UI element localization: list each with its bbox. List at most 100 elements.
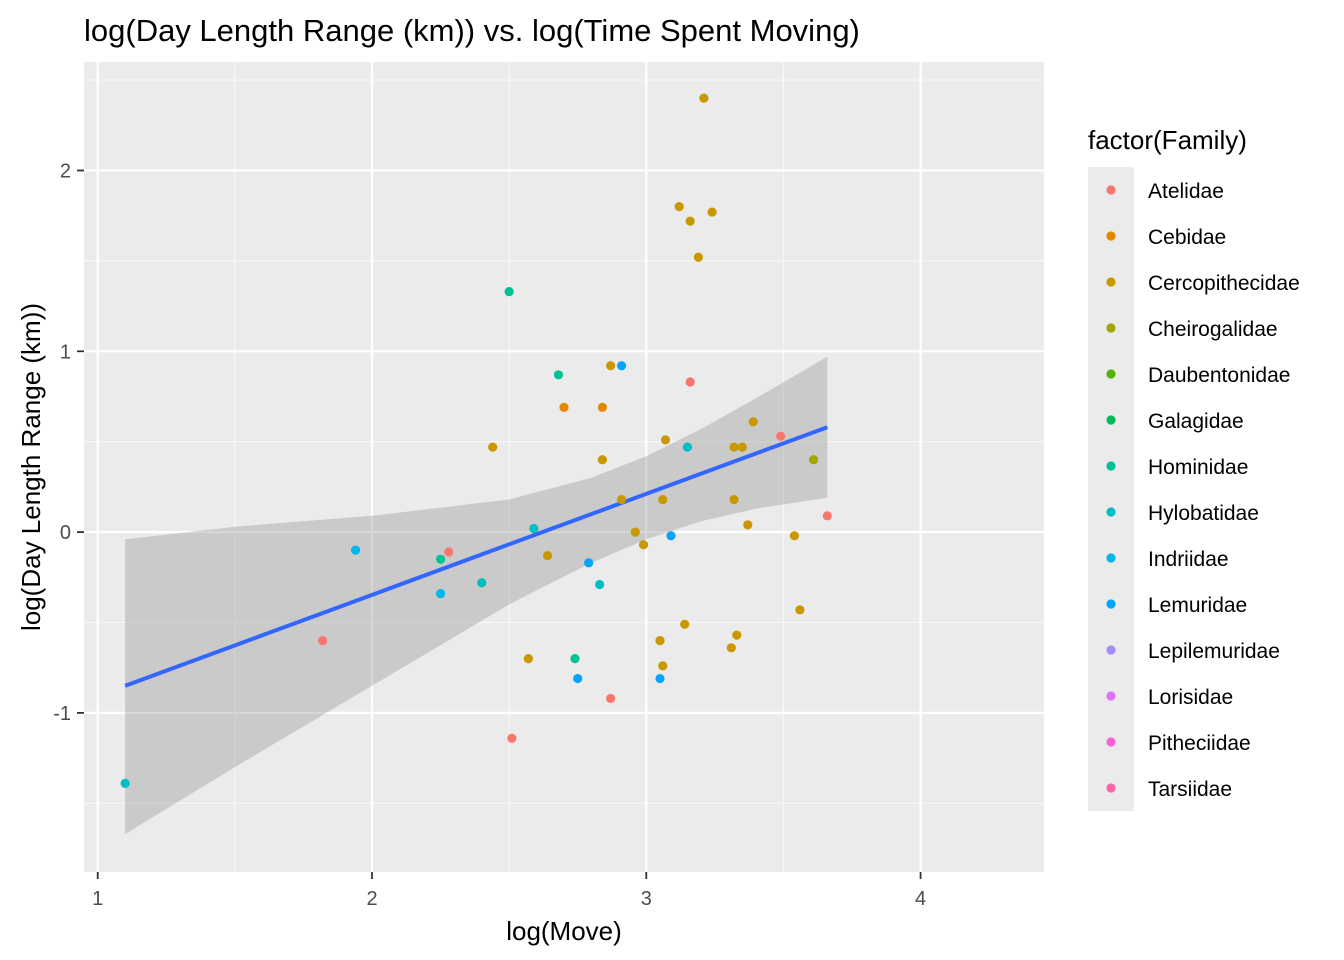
legend-label: Tarsiidae xyxy=(1148,778,1232,801)
data-point xyxy=(658,494,668,505)
data-point xyxy=(350,545,361,555)
trend-line-layer xyxy=(124,425,829,688)
data-point xyxy=(504,287,514,297)
data-point xyxy=(666,531,676,541)
data-point xyxy=(617,361,627,371)
x-tick-label: 3 xyxy=(641,888,652,910)
data-point xyxy=(726,643,736,653)
legend-key xyxy=(1106,691,1116,701)
legend-key xyxy=(1106,737,1116,747)
data-point xyxy=(682,442,693,452)
legend-label: Lemuridae xyxy=(1148,594,1247,617)
data-point xyxy=(523,654,533,664)
grid-minor xyxy=(84,62,1044,872)
y-tick-label: 2 xyxy=(60,160,71,182)
data-point xyxy=(542,550,553,561)
legend-label: Lepilemuridae xyxy=(1148,640,1280,663)
y-tick-label: 0 xyxy=(60,522,71,544)
data-point xyxy=(685,377,695,387)
data-point xyxy=(655,673,665,684)
data-point xyxy=(795,605,805,615)
legend-label: Pitheciidae xyxy=(1148,732,1251,755)
legend-label: Hylobatidae xyxy=(1148,502,1259,525)
x-axis: 1 2 3 4 xyxy=(92,872,926,910)
data-point xyxy=(674,202,684,212)
legend-key-background xyxy=(1088,167,1134,811)
data-point xyxy=(743,520,753,530)
data-point xyxy=(584,558,594,568)
legend: factor(Family) Atelidae Cebidae Cercopithe… xyxy=(1088,125,1300,811)
legend-label: Cercopithecidae xyxy=(1148,272,1300,295)
data-point xyxy=(573,673,583,684)
legend-label: Cebidae xyxy=(1148,226,1226,249)
y-tick-label: -1 xyxy=(53,703,71,725)
legend-label: Daubentonidae xyxy=(1148,364,1290,387)
data-point xyxy=(707,207,717,217)
legend-key xyxy=(1106,323,1116,333)
data-point xyxy=(655,635,665,646)
data-point xyxy=(660,435,671,445)
confidence-band-layer xyxy=(125,356,828,834)
data-point xyxy=(488,442,498,452)
data-point xyxy=(553,370,564,380)
data-point xyxy=(529,523,539,534)
x-tick-label: 2 xyxy=(366,888,377,910)
legend-key xyxy=(1106,415,1116,425)
data-point xyxy=(597,455,608,465)
legend-key xyxy=(1106,369,1116,379)
data-point xyxy=(120,778,130,789)
chart-title: log(Day Length Range (km)) vs. log(Time … xyxy=(84,13,860,48)
legend-key xyxy=(1106,277,1116,287)
data-point xyxy=(729,442,739,452)
y-axis-title: log(Day Length Range (km)) xyxy=(16,303,46,631)
data-point xyxy=(776,431,786,441)
data-point xyxy=(606,361,616,371)
data-point xyxy=(699,93,709,103)
legend-key xyxy=(1106,231,1116,241)
x-axis-title: log(Move) xyxy=(506,916,622,946)
legend-label: Hominidae xyxy=(1148,456,1248,479)
data-point xyxy=(729,494,739,505)
legend-label: Atelidae xyxy=(1148,180,1224,203)
data-point xyxy=(680,619,690,629)
legend-key xyxy=(1106,185,1116,195)
legend-label: Cheirogalidae xyxy=(1148,318,1278,341)
trend-line xyxy=(124,425,829,688)
confidence-band xyxy=(125,356,828,834)
data-point xyxy=(507,733,517,743)
legend-key xyxy=(1106,599,1116,609)
legend-key xyxy=(1106,461,1116,471)
legend-key xyxy=(1106,645,1116,655)
legend-title: factor(Family) xyxy=(1088,125,1247,155)
legend-key xyxy=(1106,783,1116,793)
data-point xyxy=(606,693,616,704)
data-point xyxy=(737,442,747,452)
data-point xyxy=(658,661,668,671)
legend-key xyxy=(1106,553,1116,563)
data-point xyxy=(732,630,742,640)
data-point xyxy=(789,531,800,541)
y-axis: -1 0 1 2 xyxy=(53,160,84,725)
data-point xyxy=(559,402,569,412)
data-point xyxy=(595,579,605,590)
y-tick-label: 1 xyxy=(60,341,71,363)
data-point xyxy=(477,578,487,588)
data-point xyxy=(822,511,832,521)
data-point xyxy=(638,540,649,550)
data-point xyxy=(630,527,640,537)
legend-label: Galagidae xyxy=(1148,410,1244,433)
data-point xyxy=(617,494,627,505)
plot-panel xyxy=(84,62,1044,872)
data-point xyxy=(748,417,758,427)
x-tick-label: 1 xyxy=(92,888,103,910)
data-point xyxy=(318,635,328,646)
data-points xyxy=(120,93,832,789)
data-point xyxy=(809,455,819,465)
data-point xyxy=(435,554,446,564)
legend-items: Atelidae Cebidae Cercopithecidae Cheirogali… xyxy=(1106,180,1300,801)
data-point xyxy=(597,402,608,412)
legend-key xyxy=(1106,507,1116,517)
x-tick-label: 4 xyxy=(915,888,926,910)
data-point xyxy=(570,654,580,664)
